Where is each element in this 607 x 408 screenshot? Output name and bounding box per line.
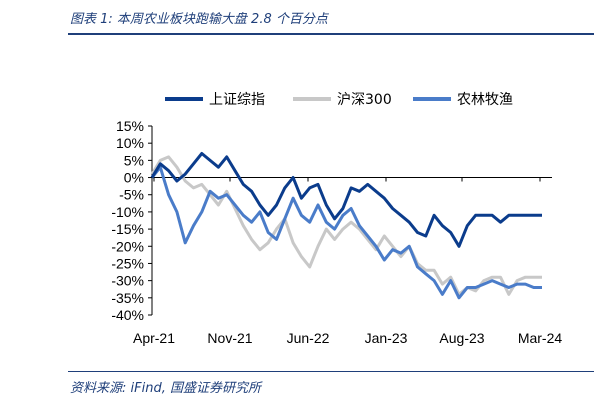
footer-divider — [68, 371, 594, 372]
x-tick-label: Nov-21 — [207, 330, 252, 346]
y-tick-label: 5% — [124, 152, 144, 168]
x-tick-label: Apr-21 — [133, 330, 175, 346]
x-tick-label: Aug-23 — [439, 330, 484, 346]
y-tick-label: -40% — [111, 307, 144, 323]
legend-label: 上证综指 — [209, 92, 265, 108]
y-tick-label: 15% — [116, 118, 144, 134]
x-tick-label: Jan-23 — [365, 330, 408, 346]
y-tick-label: -25% — [111, 255, 144, 271]
title-divider — [68, 33, 594, 35]
y-tick-label: -20% — [111, 238, 144, 254]
series-line-csi300 — [150, 155, 542, 296]
y-tick-label: -15% — [111, 221, 144, 237]
source-note: 资料来源: iFind, 国盛证券研究所 — [70, 381, 261, 396]
y-axis: 15%10%5% 0%-5%-10%-15%-20%-25% -30%-35%-40… — [111, 118, 153, 323]
y-tick-label: -5% — [119, 187, 144, 203]
chart-legend: 上证综指 沪深300 农林牧渔 — [165, 92, 513, 108]
x-axis: Apr-21 Nov-21 Jun-22 Jan-23 Aug-23 Mar-24 — [133, 177, 563, 346]
legend-label: 沪深300 — [337, 92, 392, 108]
legend-label: 农林牧渔 — [457, 92, 513, 108]
y-tick-label: 10% — [116, 135, 144, 151]
x-tick-label: Mar-24 — [518, 330, 563, 346]
series-line-sse — [150, 152, 542, 248]
series-line-agri — [150, 165, 542, 300]
y-tick-label: -35% — [111, 290, 144, 306]
figure-title: 图表 1: 本周农业板块跑输大盘 2.8 个百分点 — [70, 12, 328, 27]
y-tick-label: 0% — [124, 170, 144, 186]
x-tick-label: Jun-22 — [287, 330, 330, 346]
y-tick-label: -30% — [111, 273, 144, 289]
y-tick-label: -10% — [111, 204, 144, 220]
series-lines — [150, 152, 542, 300]
